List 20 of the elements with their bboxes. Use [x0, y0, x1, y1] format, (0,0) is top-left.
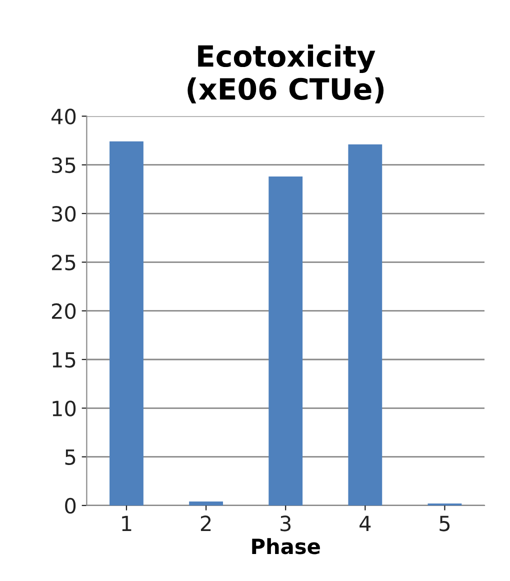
bar	[189, 502, 223, 506]
x-tick-label: 2	[200, 516, 211, 532]
bar	[348, 144, 382, 506]
chart-title: Ecotoxicity (xE06 CTUe)	[188, 44, 384, 104]
y-tick-label: 5	[65, 450, 76, 466]
y-tick-label: 40	[51, 108, 76, 124]
y-tick-label: 30	[52, 206, 76, 222]
y-tick-label: 0	[65, 498, 76, 514]
x-tick-label: 4	[360, 516, 371, 532]
x-tick-label: 5	[440, 516, 450, 532]
y-tick-label: 10	[52, 400, 76, 416]
y-tick-label: 20	[52, 303, 76, 320]
x-axis-title: Phase	[252, 538, 320, 554]
y-tick-label: 35	[52, 157, 76, 174]
x-tick-label: 1	[122, 516, 132, 532]
x-tick-label: 3	[280, 516, 291, 532]
y-tick-label: 15	[52, 352, 76, 368]
bar	[110, 141, 144, 506]
y-tick-label: 25	[52, 254, 76, 270]
bar	[268, 176, 303, 506]
